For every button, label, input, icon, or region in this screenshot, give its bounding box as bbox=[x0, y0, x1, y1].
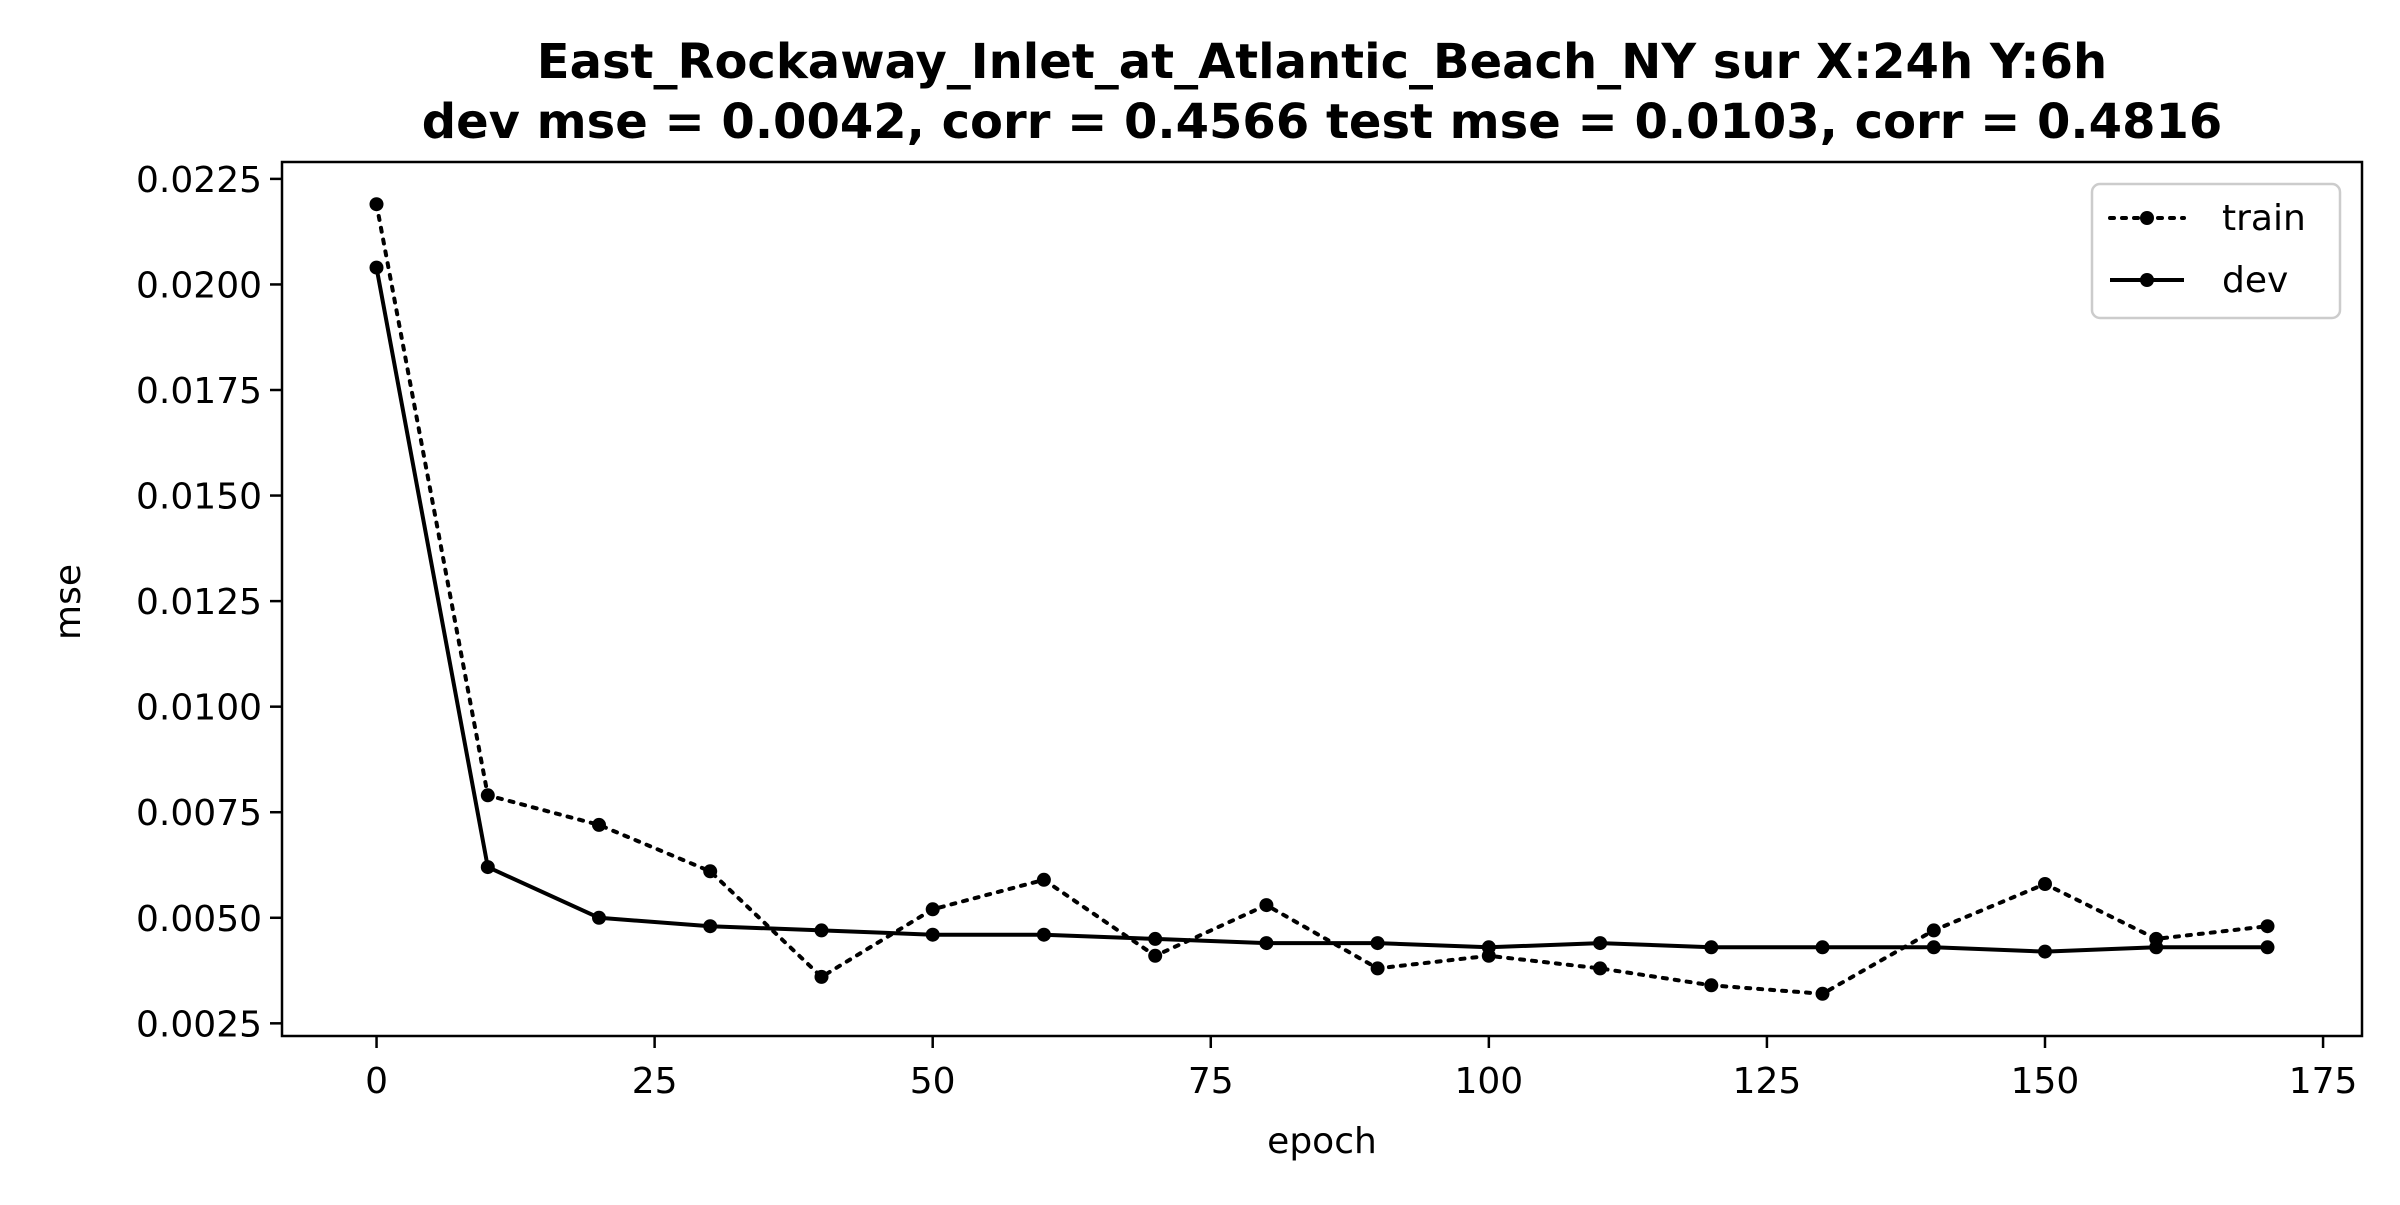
y-axis-ticks: 0.0025 0.0050 0.0075 0.0100 0.0125 0.0150 0.01… bbox=[136, 160, 282, 1045]
data-point-train bbox=[1148, 948, 1163, 963]
legend-box bbox=[2090, 182, 2342, 320]
plot-frame bbox=[280, 160, 2364, 1038]
data-point-train bbox=[369, 197, 384, 212]
data-point-dev bbox=[2260, 940, 2275, 955]
data-point-dev bbox=[1593, 936, 1608, 951]
x-tick-label: 0 bbox=[365, 1061, 388, 1102]
data-point-dev bbox=[2038, 944, 2052, 959]
data-point-dev bbox=[480, 860, 495, 875]
y-tick-label: 0.0075 bbox=[136, 793, 262, 834]
legend-dev-label: dev bbox=[2222, 260, 2288, 301]
x-tick-label: 125 bbox=[1733, 1061, 1802, 1102]
legend-train-label: train bbox=[2222, 198, 2306, 239]
data-point-dev bbox=[592, 910, 606, 925]
data-point-dev bbox=[2149, 940, 2164, 955]
data-point-dev bbox=[369, 260, 384, 275]
data-point-dev bbox=[703, 919, 718, 934]
data-point-train bbox=[1259, 898, 1274, 913]
data-point-dev bbox=[1815, 940, 1830, 955]
x-axis-ticks: 0 25 50 75 100 125 150 175 bbox=[365, 1036, 2357, 1102]
y-tick-label: 0.0225 bbox=[136, 160, 262, 201]
x-tick-label: 100 bbox=[1454, 1061, 1523, 1102]
data-point-train bbox=[814, 969, 829, 984]
y-axis-label: mse bbox=[48, 564, 89, 640]
data-point-train bbox=[1370, 961, 1385, 976]
data-point-dev bbox=[1370, 936, 1385, 951]
y-tick-label: 0.0175 bbox=[136, 371, 262, 412]
legend: train dev bbox=[2090, 182, 2342, 320]
data-point-dev bbox=[1259, 936, 1274, 951]
y-tick-label: 0.0100 bbox=[136, 688, 262, 729]
data-point-dev bbox=[1481, 940, 1496, 955]
x-tick-label: 175 bbox=[2289, 1061, 2358, 1102]
data-point-train bbox=[1593, 961, 1608, 976]
data-point-train bbox=[2260, 919, 2275, 934]
data-point-train bbox=[480, 788, 495, 803]
data-point-train bbox=[925, 902, 940, 917]
data-point-train bbox=[592, 817, 606, 832]
legend-train-marker bbox=[2140, 211, 2154, 225]
x-axis-label: epoch bbox=[1267, 1121, 1377, 1162]
data-point-train bbox=[1815, 986, 1830, 1001]
x-tick-label: 150 bbox=[2011, 1061, 2080, 1102]
chart-title-line1: East_Rockaway_Inlet_at_Atlantic_Beach_NY… bbox=[537, 34, 2107, 90]
data-point-dev bbox=[925, 927, 940, 942]
data-point-train bbox=[2038, 877, 2052, 891]
chart-title-line2: dev mse = 0.0042, corr = 0.4566 test mse… bbox=[422, 94, 2223, 150]
series-layer bbox=[369, 197, 2275, 1001]
y-tick-label: 0.0025 bbox=[136, 1004, 262, 1045]
y-tick-label: 0.0050 bbox=[136, 899, 262, 940]
series-line-train bbox=[374, 202, 2270, 996]
x-tick-label: 50 bbox=[910, 1061, 956, 1102]
data-point-dev bbox=[814, 923, 829, 938]
legend-dev-marker bbox=[2140, 273, 2154, 287]
data-point-train bbox=[1704, 978, 1719, 993]
data-point-dev bbox=[1704, 940, 1719, 955]
data-point-train bbox=[1926, 923, 1941, 938]
data-point-train bbox=[1036, 872, 1051, 887]
x-tick-label: 25 bbox=[632, 1061, 678, 1102]
x-tick-label: 75 bbox=[1188, 1061, 1234, 1102]
data-point-dev bbox=[1926, 940, 1941, 955]
y-tick-label: 0.0150 bbox=[136, 477, 262, 518]
y-tick-label: 0.0200 bbox=[136, 265, 262, 306]
y-tick-label: 0.0125 bbox=[136, 582, 262, 623]
data-point-train bbox=[703, 864, 718, 879]
series-dev bbox=[369, 260, 2275, 959]
series-line-dev bbox=[374, 267, 2268, 954]
data-point-dev bbox=[1036, 927, 1051, 942]
data-point-dev bbox=[1148, 931, 1163, 946]
